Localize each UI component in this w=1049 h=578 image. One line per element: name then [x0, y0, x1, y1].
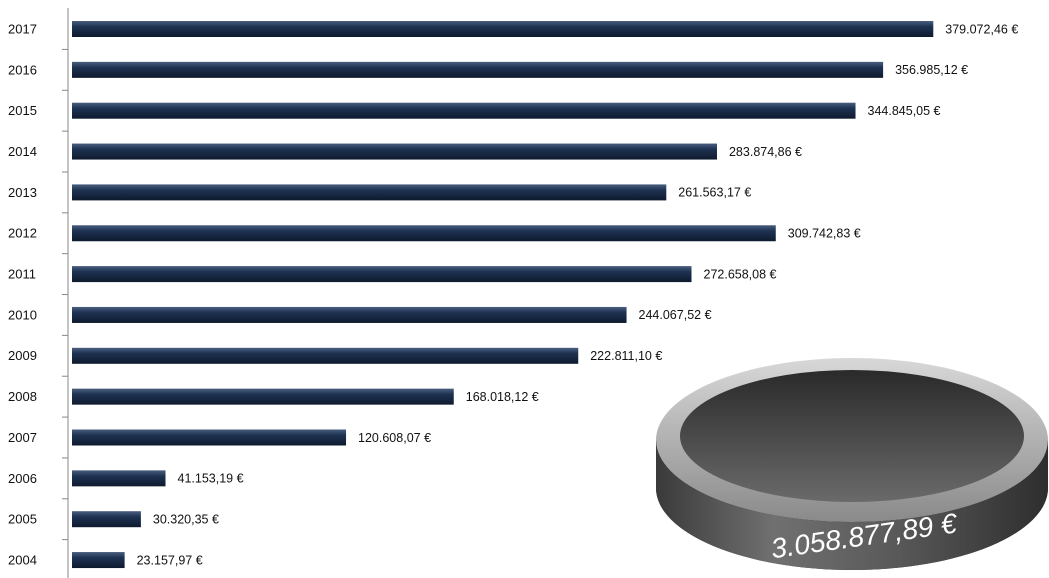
- y-tick-label: 2014: [8, 144, 37, 159]
- chart: 2017 379.072,46 € 2016 356.985,12 € 2015 344.…: [0, 0, 1049, 578]
- value-label: 222.811,10 €: [590, 349, 662, 363]
- bar: [72, 307, 627, 323]
- y-tick-label: 2007: [8, 430, 37, 445]
- y-tick-label: 2005: [8, 512, 37, 527]
- bar: [72, 62, 883, 78]
- y-tick-label: 2012: [8, 226, 37, 241]
- bar: [72, 184, 666, 200]
- value-label: 120.608,07 €: [358, 431, 431, 445]
- value-label: 30.320,35 €: [153, 512, 219, 526]
- y-tick-label: 2009: [8, 348, 37, 363]
- bar: [72, 348, 578, 364]
- bar: [72, 266, 692, 282]
- value-label: 41.153,19 €: [178, 472, 244, 486]
- value-label: 283.874,86 €: [729, 145, 802, 159]
- bar: [72, 389, 454, 405]
- y-tick-label: 2015: [8, 103, 37, 118]
- y-tick-label: 2017: [8, 21, 37, 36]
- y-tick-label: 2016: [8, 62, 37, 77]
- value-label: 344.845,05 €: [868, 104, 941, 118]
- bar: [72, 430, 346, 446]
- bar: [72, 21, 933, 37]
- value-label: 261.563,17 €: [678, 186, 751, 200]
- value-label: 356.985,12 €: [895, 63, 968, 77]
- value-label: 272.658,08 €: [704, 267, 777, 281]
- value-label: 379.072,46 €: [945, 22, 1018, 36]
- y-tick-label: 2004: [8, 552, 37, 567]
- value-label: 244.067,52 €: [639, 308, 712, 322]
- y-tick-label: 2006: [8, 471, 37, 486]
- value-label: 168.018,12 €: [466, 390, 539, 404]
- bar: [72, 225, 776, 241]
- bar: [72, 552, 125, 568]
- y-tick-label: 2008: [8, 389, 37, 404]
- y-tick-label: 2013: [8, 185, 37, 200]
- y-tick-label: 2011: [8, 267, 36, 282]
- value-label: 309.742,83 €: [788, 227, 861, 241]
- bar: [72, 103, 856, 119]
- y-tick-label: 2010: [8, 307, 37, 322]
- value-label: 23.157,97 €: [137, 553, 203, 567]
- bar: [72, 511, 141, 527]
- bar: [72, 470, 166, 486]
- bar: [72, 144, 717, 160]
